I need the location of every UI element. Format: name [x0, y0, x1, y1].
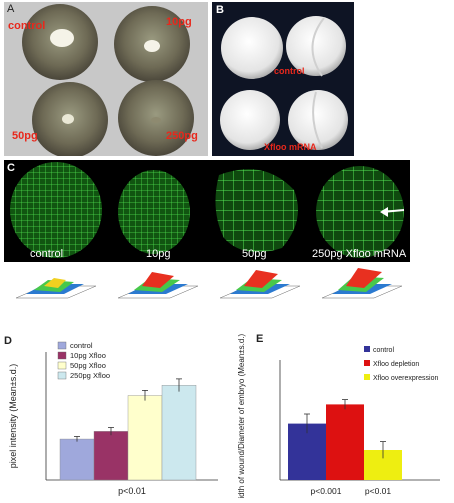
panel-b: B control Xfloo mRNA [212, 2, 354, 156]
surface-plots [4, 264, 410, 308]
x-axis-label: p<0.001 [311, 486, 342, 496]
panel-a: A control 10pg 50pg 250pg [4, 2, 208, 158]
panel-e-label: E [256, 333, 263, 345]
legend-entry: 10pg Xfloo [70, 351, 106, 360]
legend-swatch [57, 351, 67, 360]
bar-4 [161, 385, 197, 481]
legend-entry: 250pg Xfloo [70, 371, 110, 380]
panel-d-label: D [4, 335, 12, 347]
label-c-10pg: 10pg [146, 248, 171, 260]
label-c-50pg: 50pg [242, 248, 267, 260]
panel-a-embryos [22, 4, 194, 158]
panel-e: E Width of wound/Diameter of embryo (Mean… [234, 330, 450, 503]
panel-a-label: A [7, 3, 15, 15]
panel-b-label: B [216, 4, 224, 16]
label-c-control: control [30, 248, 64, 260]
panel-c-fluorescence [4, 160, 410, 262]
legend-swatch [57, 341, 67, 350]
x-axis-label: p<0.01 [118, 486, 146, 496]
bar-2 [326, 404, 364, 480]
chart-e: E Width of wound/Diameter of embryo (Mean… [237, 333, 440, 503]
label-50pg: 50pg [12, 130, 38, 142]
legend-swatch [364, 374, 370, 380]
legend-swatch [364, 360, 370, 366]
label-250pg: 250pg [166, 130, 198, 142]
legend-entry: 50pg Xfloo [70, 361, 106, 370]
bar-2 [93, 431, 129, 481]
bar-1 [59, 438, 95, 481]
legend-entry: control [373, 347, 394, 354]
panel-b-embryos [220, 16, 348, 150]
legend-swatch [57, 361, 67, 370]
panel-c-label: C [7, 162, 15, 174]
legend-swatch [364, 346, 370, 352]
surface-plot-10pg [117, 272, 199, 299]
panel-c: C control 10pg 50pg 250pg Xfloo mRNA [4, 160, 410, 262]
surface-plot-control [15, 278, 97, 299]
label-control: control [8, 20, 46, 32]
x-axis-label: p<0.01 [365, 486, 392, 496]
bar-3 [127, 395, 163, 481]
legend-entry: control [70, 341, 93, 350]
surface-plot-50pg [219, 270, 301, 299]
surface-plot-250pg [321, 268, 403, 299]
legend-swatch [57, 371, 67, 380]
label-b-xfloo: Xfloo mRNA [264, 142, 317, 152]
label-10pg: 10pg [166, 16, 192, 28]
label-b-control: control [274, 66, 305, 76]
legend-entry: Xfloo overexpression [373, 375, 438, 382]
legend-entry: Xfloo depletion [373, 361, 419, 368]
y-axis-label: Width of wound/Diameter of embryo (Mean±… [237, 333, 246, 498]
label-c-250pg: 250pg Xfloo mRNA [312, 248, 407, 260]
y-axis-label: pixel intensity (Mean±s.d.) [8, 364, 18, 468]
